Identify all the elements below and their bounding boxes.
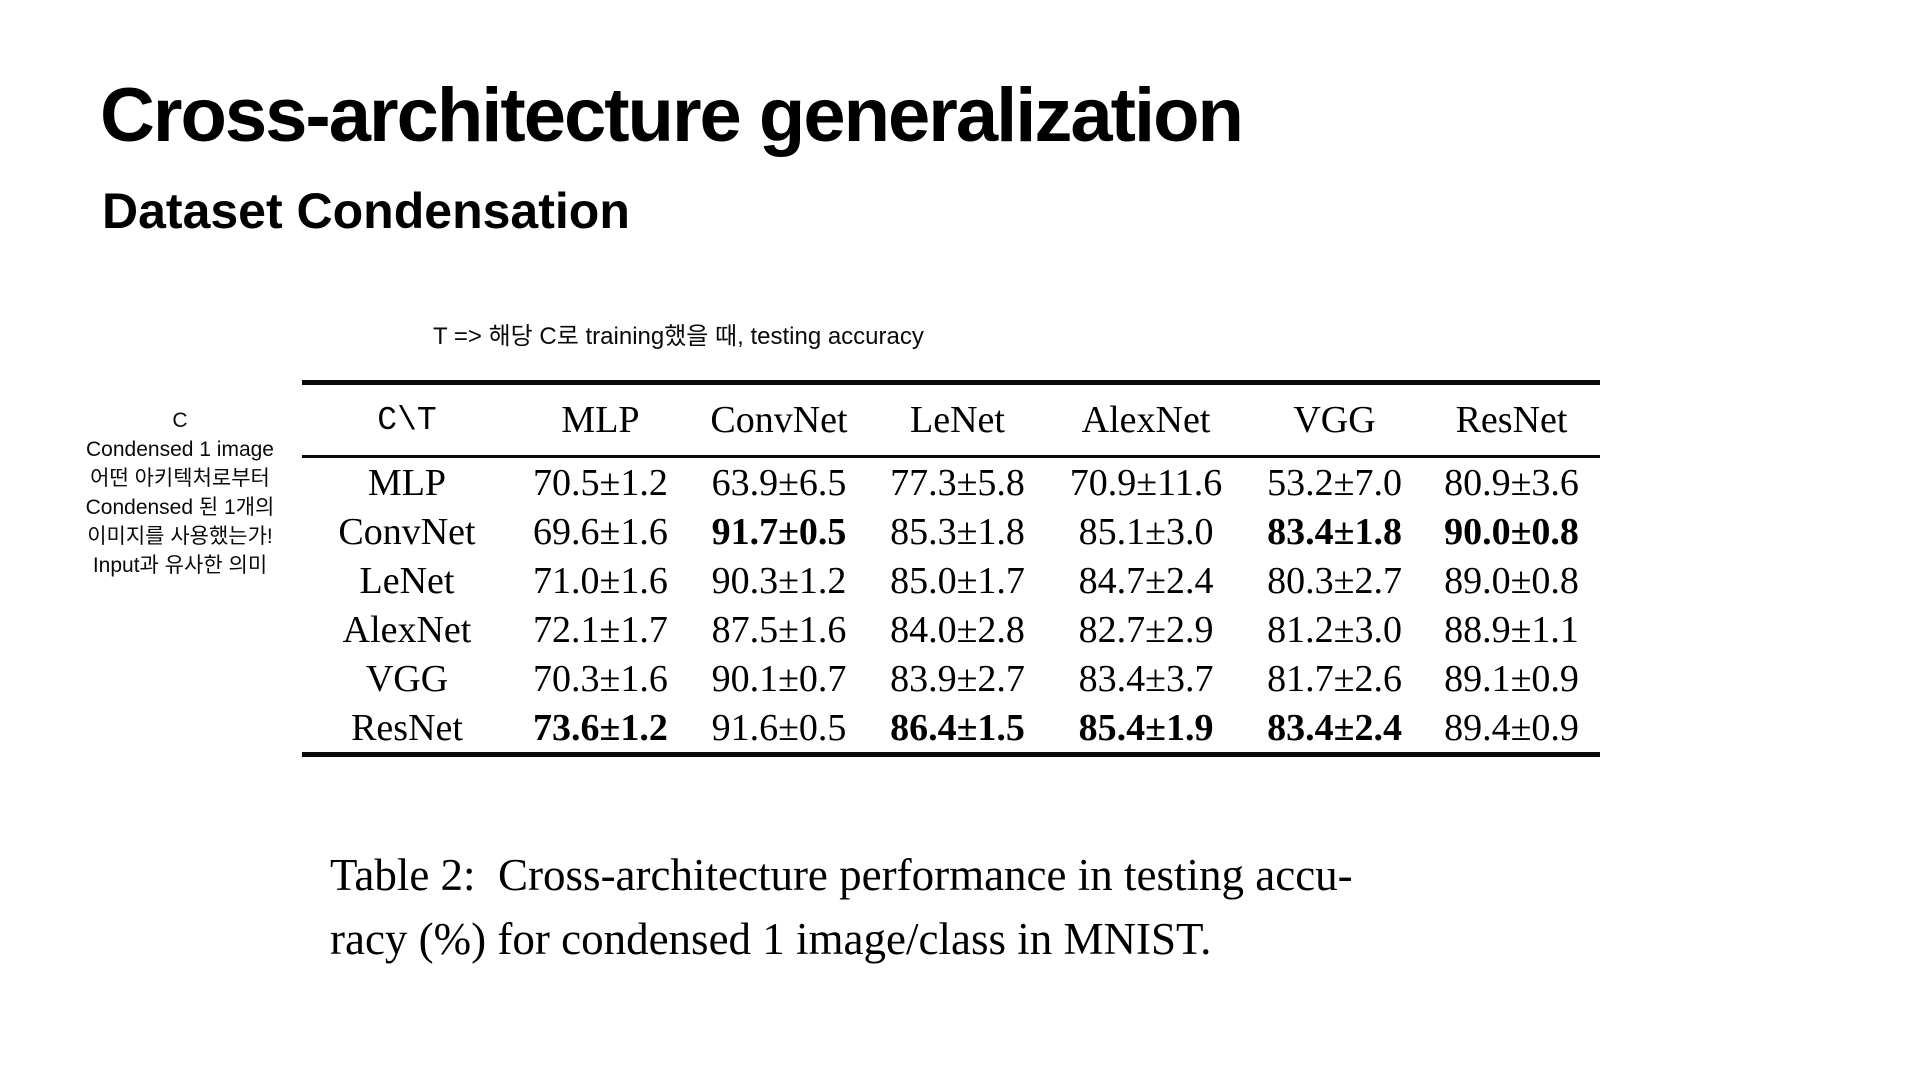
slide-title: Cross-architecture generalization [100, 73, 1244, 158]
table-caption: Table 2: Cross-architecture performance … [330, 843, 1353, 971]
table-cell: 83.4±1.8 [1267, 510, 1402, 553]
table-cell: 85.0±1.7 [890, 559, 1025, 602]
table-cell: 85.3±1.8 [890, 510, 1025, 553]
table-cell: 69.6±1.6 [533, 510, 668, 553]
table-cell: 90.1±0.7 [711, 657, 847, 700]
table-cell: 83.9±2.7 [890, 657, 1025, 700]
table-row-label: LeNet [359, 559, 455, 602]
table-cell: 89.1±0.9 [1444, 657, 1579, 700]
table-cell: 53.2±7.0 [1267, 461, 1402, 504]
table-row: AlexNet 72.1±1.7 87.5±1.6 84.0±2.8 82.7±2.9 8… [302, 605, 1600, 654]
table-cell: 70.9±11.6 [1069, 461, 1223, 504]
slide-subtitle: Dataset Condensation [102, 183, 630, 239]
table-cell: 83.4±2.4 [1267, 706, 1402, 749]
table-cell: 84.7±2.4 [1078, 559, 1214, 602]
table-cell: 81.2±3.0 [1267, 608, 1402, 651]
table-cell: 89.0±0.8 [1444, 559, 1579, 602]
table-col-header: MLP [561, 399, 640, 441]
table-cell: 87.5±1.6 [711, 608, 847, 651]
table-col-header: VGG [1293, 399, 1376, 441]
table-body: MLP 70.5±1.2 63.9±6.5 77.3±5.8 70.9±11.6 53.2… [302, 457, 1600, 755]
table-col-header: ResNet [1455, 399, 1568, 441]
table-row: MLP 70.5±1.2 63.9±6.5 77.3±5.8 70.9±11.6 53.2… [302, 457, 1600, 508]
table-row-label: ConvNet [338, 510, 476, 553]
table-cell: 88.9±1.1 [1444, 608, 1579, 651]
table-cell: 84.0±2.8 [890, 608, 1025, 651]
table-row-label: AlexNet [342, 608, 472, 651]
table-header: C\T MLP ConvNet LeNet AlexNet VGG ResNet [302, 383, 1600, 457]
table-cell: 73.6±1.2 [533, 706, 668, 749]
table-row-label: ResNet [351, 706, 463, 749]
table-cell: 77.3±5.8 [890, 461, 1025, 504]
table-cell: 80.3±2.7 [1267, 559, 1402, 602]
table-row: ConvNet 69.6±1.6 91.7±0.5 85.3±1.8 85.1±3.0 8… [302, 507, 1600, 556]
left-annotation-line: Condensed 된 1개의 [85, 496, 275, 519]
left-annotation-line: Condensed 1 image [86, 438, 274, 461]
table-cell: 70.5±1.2 [533, 461, 668, 504]
left-annotation-line: Input과 유사한 의미 [92, 554, 268, 577]
table-cell: 91.7±0.5 [711, 510, 847, 553]
table-cell: 91.6±0.5 [711, 706, 847, 749]
results-table-container: C\T MLP ConvNet LeNet AlexNet VGG ResNet MLP 7… [302, 380, 1600, 757]
results-table: C\T MLP ConvNet LeNet AlexNet VGG ResNet MLP 7… [302, 380, 1600, 757]
table-caption-line1: Table 2: Cross-architecture performance … [330, 850, 1353, 900]
left-annotation-line: 이미지를 사용했는가! [87, 525, 273, 548]
table-row-label: MLP [367, 461, 447, 504]
table-corner-label: C\T [377, 401, 437, 439]
table-cell: 85.4±1.9 [1078, 706, 1214, 749]
table-cell: 85.1±3.0 [1078, 510, 1214, 553]
table-cell: 81.7±2.6 [1267, 657, 1402, 700]
table-cell: 82.7±2.9 [1078, 608, 1214, 651]
left-annotation: C Condensed 1 image 어떤 아키텍처로부터 Condensed 된 … [38, 406, 322, 580]
table-cell: 90.3±1.2 [711, 559, 847, 602]
table-col-header: AlexNet [1081, 399, 1211, 441]
table-cell: 70.3±1.6 [533, 657, 668, 700]
table-row-label: VGG [365, 657, 449, 700]
table-row: LeNet 71.0±1.6 90.3±1.2 85.0±1.7 84.7±2.4 80.… [302, 556, 1600, 605]
table-row: VGG 70.3±1.6 90.1±0.7 83.9±2.7 83.4±3.7 81.7±… [302, 654, 1600, 703]
table-cell: 83.4±3.7 [1078, 657, 1214, 700]
table-cell: 86.4±1.5 [890, 706, 1025, 749]
table-cell: 80.9±3.6 [1444, 461, 1579, 504]
left-annotation-line: 어떤 아키텍처로부터 [90, 467, 270, 490]
table-col-header: ConvNet [710, 399, 848, 441]
top-annotation: T => 해당 C로 training했을 때, testing accurac… [433, 323, 924, 350]
left-annotation-line: C [172, 409, 188, 432]
table-header-row: C\T MLP ConvNet LeNet AlexNet VGG ResNet [302, 383, 1600, 457]
table-cell: 89.4±0.9 [1444, 706, 1579, 749]
table-caption-line2: racy (%) for condensed 1 image/class in … [330, 914, 1212, 964]
table-cell: 71.0±1.6 [533, 559, 668, 602]
table-cell: 90.0±0.8 [1444, 510, 1579, 553]
table-cell: 72.1±1.7 [533, 608, 668, 651]
table-cell: 63.9±6.5 [711, 461, 847, 504]
table-row: ResNet 73.6±1.2 91.6±0.5 86.4±1.5 85.4±1.9 83… [302, 703, 1600, 755]
table-col-header: LeNet [910, 399, 1005, 441]
